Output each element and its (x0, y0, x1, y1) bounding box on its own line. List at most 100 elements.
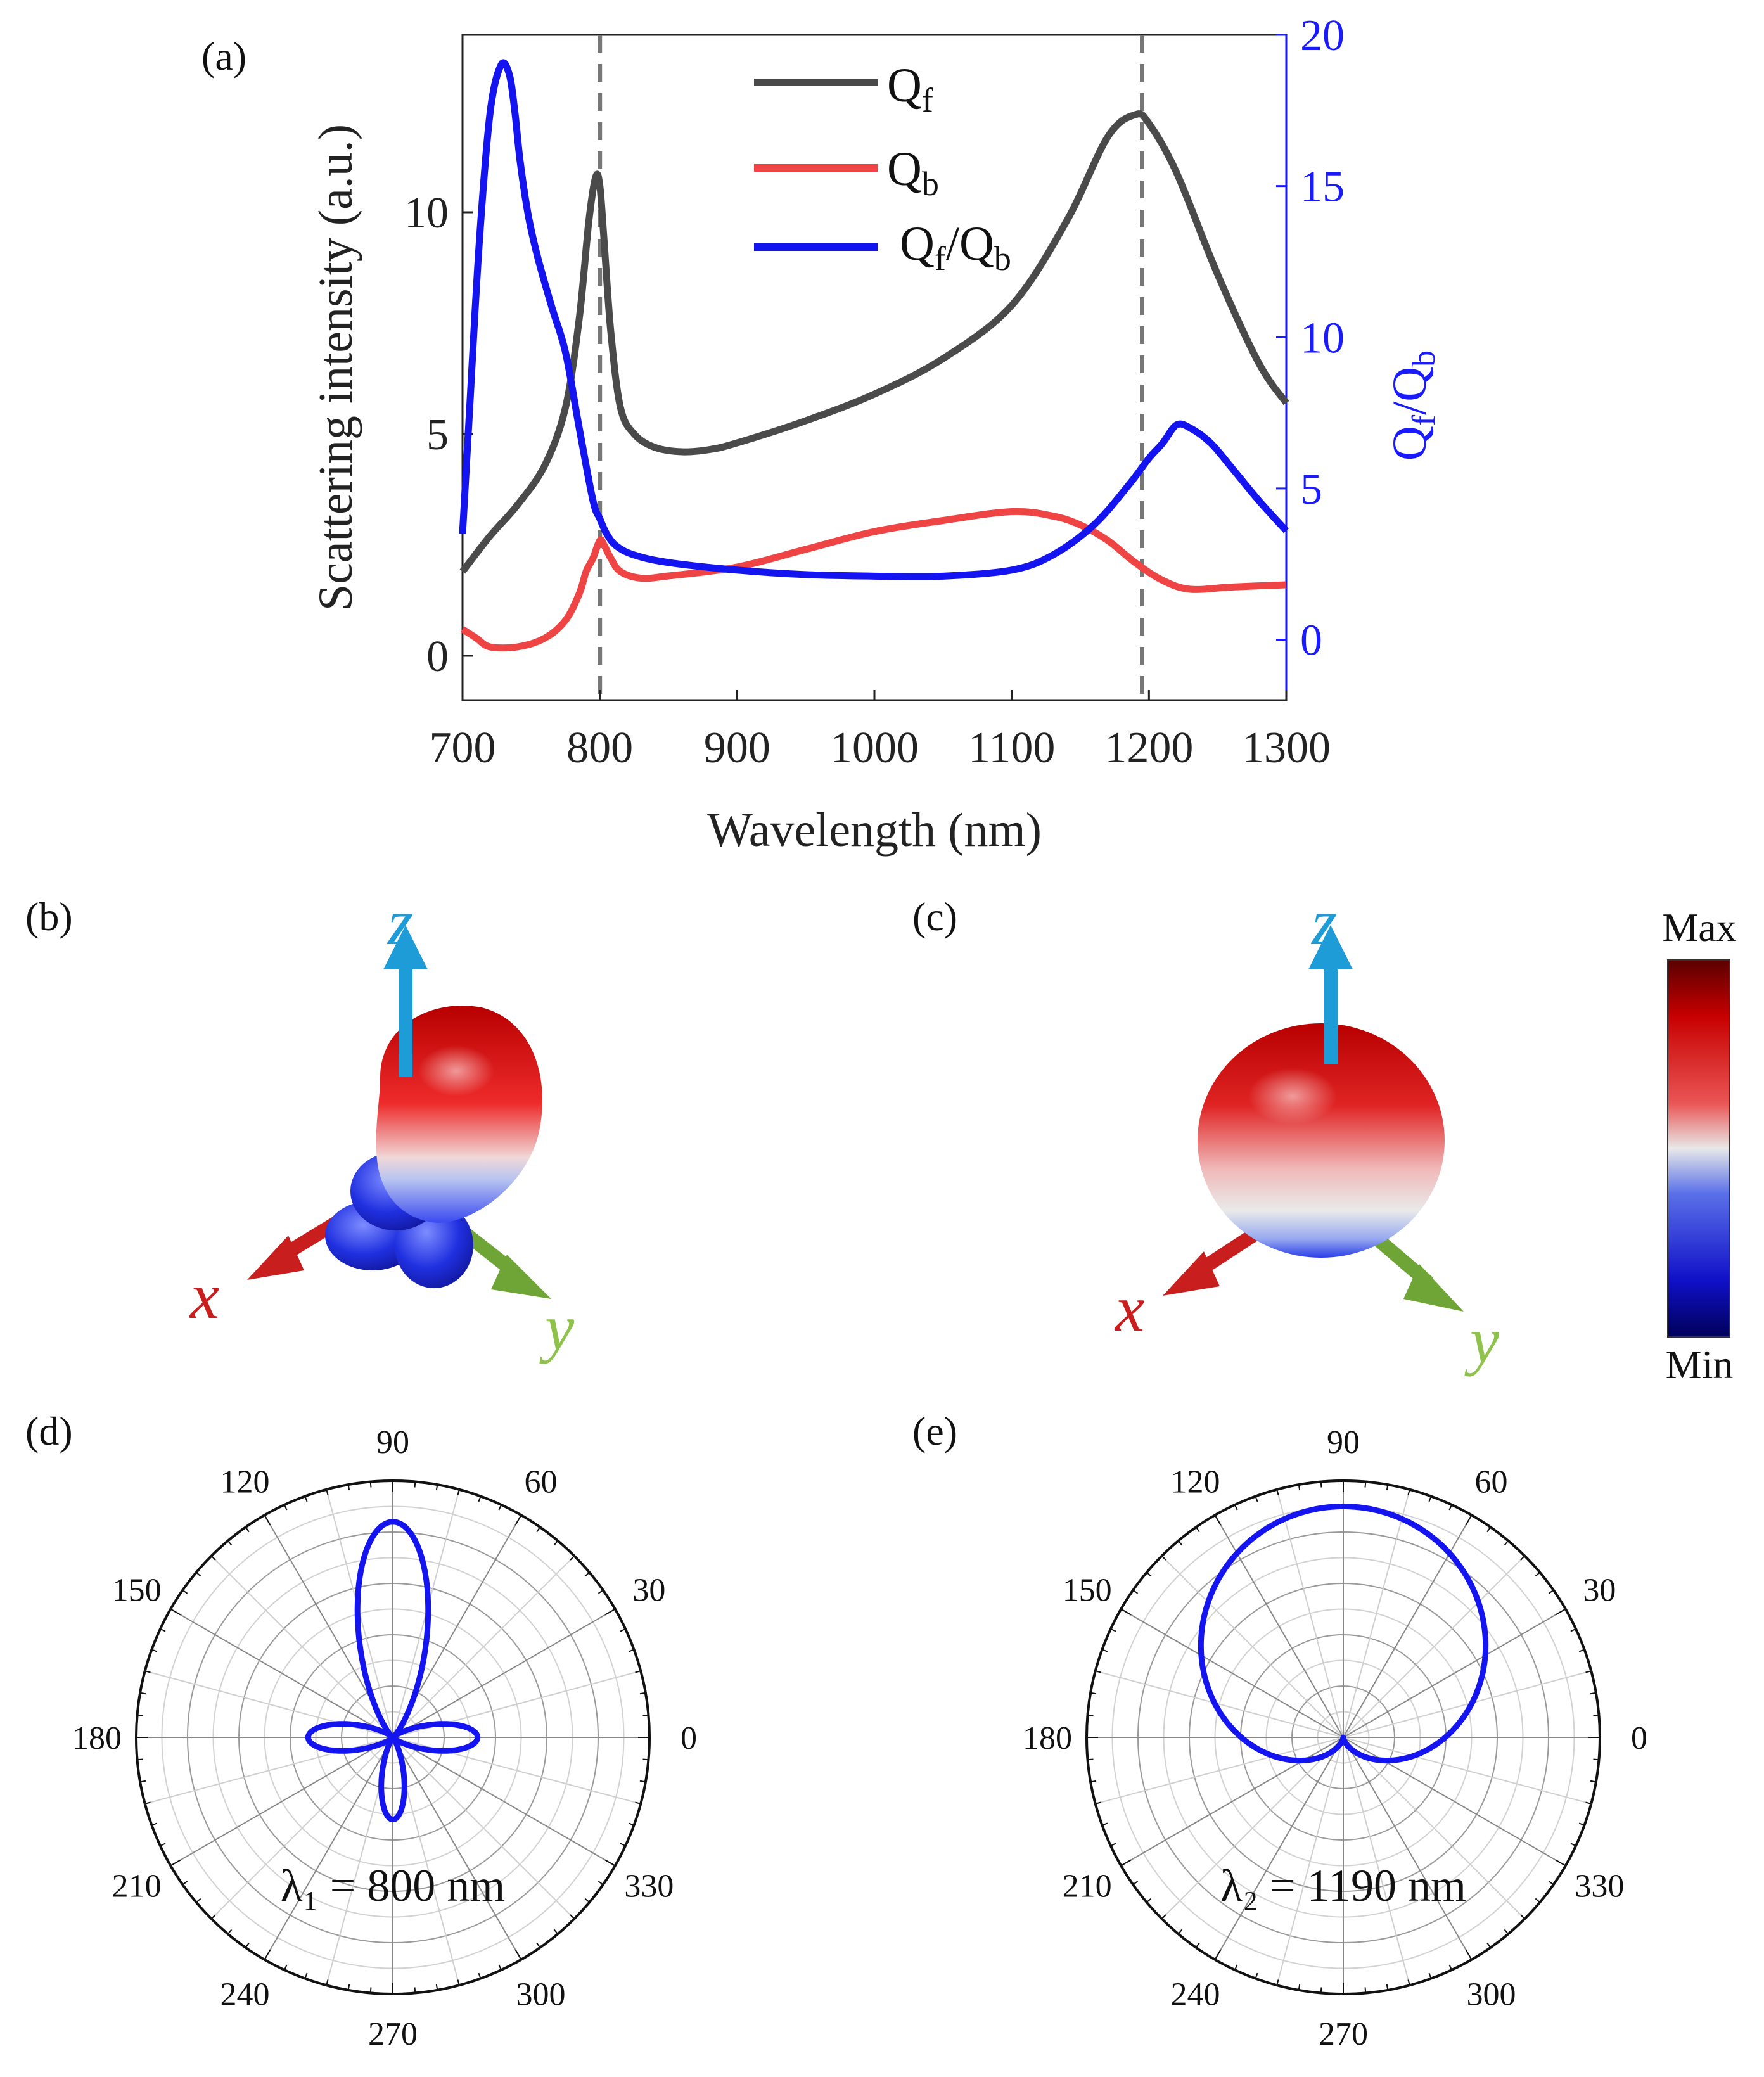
polar-tick (1448, 1964, 1453, 1971)
polar-spoke (1214, 1737, 1344, 1960)
polar-tick (1535, 1898, 1540, 1903)
polar-angle-label: 90 (376, 1424, 409, 1460)
polar-tick (1234, 1504, 1238, 1511)
polar-spoke (1343, 1555, 1526, 1738)
polar-tick (245, 1942, 250, 1948)
sphere-highlight (1248, 1068, 1337, 1125)
polar-tick (1132, 1589, 1139, 1594)
y-tick-label: 0 (426, 632, 449, 681)
polar-angle-label: 210 (112, 1869, 162, 1905)
polar-spoke (1214, 1514, 1344, 1738)
y2-label-q1: Q (1383, 426, 1436, 461)
polar-spoke (1343, 1737, 1566, 1867)
z-axis-arrowhead-c (1308, 925, 1353, 969)
polar-tick (144, 1801, 151, 1805)
legend-label-ratio: Qf/Qb (900, 217, 1011, 278)
polar-tick (570, 1555, 575, 1561)
polar-spoke (170, 1608, 393, 1738)
polar-tick (478, 1496, 482, 1502)
polar-tick (536, 1942, 541, 1948)
polar-spoke (1095, 1737, 1344, 1805)
x-tick-label: 900 (704, 724, 770, 772)
polar-tick (1504, 1929, 1509, 1934)
polar-tick (1590, 1780, 1597, 1783)
x-tick-label: 1000 (830, 724, 919, 772)
polar-tick (1520, 1914, 1526, 1920)
z-axis-arrowhead (383, 925, 428, 969)
y2-axis-label: Qf/Qb (1383, 350, 1442, 461)
polar-tick (1585, 1801, 1592, 1805)
polar-tick (326, 1489, 329, 1495)
polar-tick (514, 1949, 522, 1960)
polar-tick (1087, 1714, 1094, 1716)
polar-tick (227, 1929, 233, 1934)
legend: Qf Qb Qf/Qb (754, 59, 1011, 278)
polar-angle-label: 210 (1063, 1869, 1112, 1905)
polar-spoke (210, 1737, 393, 1920)
x-tick-label: 1100 (968, 724, 1055, 772)
polar-tick (639, 1692, 646, 1695)
polar-tick (1386, 1984, 1389, 1991)
polar-tick (1161, 1914, 1166, 1920)
polar-tick (1255, 1496, 1258, 1502)
legend-label-qf: Qf (887, 59, 933, 119)
colorbar: Max Min (1662, 905, 1736, 1387)
x-axis-label-c: x (1114, 1272, 1144, 1345)
polar-spoke (1343, 1737, 1592, 1805)
x-tick-label: 1200 (1104, 724, 1193, 772)
polar-tick (1177, 1929, 1183, 1934)
polar-angle-label: 60 (525, 1464, 558, 1500)
polar-tick (1364, 1987, 1367, 1993)
polar-spoke (392, 1608, 616, 1738)
polar-tick (1195, 1526, 1200, 1533)
panel-c-scene: z x y (1114, 886, 1500, 1377)
x-axis-label: Wavelength (nm) (707, 803, 1042, 857)
polar-tick (1146, 1898, 1152, 1903)
polar-tick (1465, 1949, 1473, 1960)
polar-tick (620, 1843, 626, 1847)
polar-tick (584, 1898, 590, 1903)
plot-frame (461, 34, 1288, 701)
polar-tick (304, 1972, 308, 1979)
polar-tick (1276, 1979, 1279, 1986)
y-axis-label: Scattering intensity (a.u.) (309, 124, 362, 611)
y2-label-slash: /Q (1383, 367, 1436, 415)
polar-angle-label: 60 (1475, 1464, 1508, 1500)
polar-angle-label: 150 (1063, 1573, 1112, 1609)
polar-tick (536, 1526, 541, 1533)
lobe-highlight (418, 1045, 494, 1096)
polar-tick (584, 1571, 590, 1577)
polar-tick (160, 1628, 166, 1632)
colorbar-min-label: Min (1666, 1342, 1734, 1387)
panel-label-b: (b) (25, 894, 73, 939)
polar-tick (151, 1822, 158, 1826)
polar-tick (1234, 1964, 1238, 1971)
radiation-pattern (1198, 1504, 1489, 1764)
polar-tick (553, 1929, 559, 1934)
polar-tick (642, 1714, 649, 1716)
annotation-e: λ₂ = 1190 nm (1220, 1860, 1466, 1911)
polar-tick (628, 1822, 634, 1826)
polar-angle-label: 150 (112, 1573, 162, 1609)
polar-tick (264, 1514, 271, 1526)
polar-tick (1177, 1540, 1183, 1546)
y2-label-sub-f: f (1406, 414, 1442, 426)
polar-tick (1585, 1670, 1592, 1673)
polar-tick (1486, 1942, 1492, 1948)
polar-tick (1095, 1670, 1101, 1673)
polar-tick (1320, 1481, 1322, 1488)
y-axis-arrowhead (491, 1255, 551, 1299)
polar-tick (1161, 1555, 1166, 1561)
polar-tick (304, 1496, 308, 1502)
polar-tick (1276, 1489, 1279, 1495)
polar-tick (478, 1972, 482, 1979)
polar-tick (498, 1504, 502, 1511)
polar-tick (245, 1526, 250, 1533)
panel-label-c: (c) (912, 894, 957, 939)
polar-tick (414, 1987, 416, 1993)
polar-spoke (1343, 1608, 1566, 1738)
polar-tick (1102, 1822, 1108, 1826)
polar-tick (514, 1514, 522, 1526)
